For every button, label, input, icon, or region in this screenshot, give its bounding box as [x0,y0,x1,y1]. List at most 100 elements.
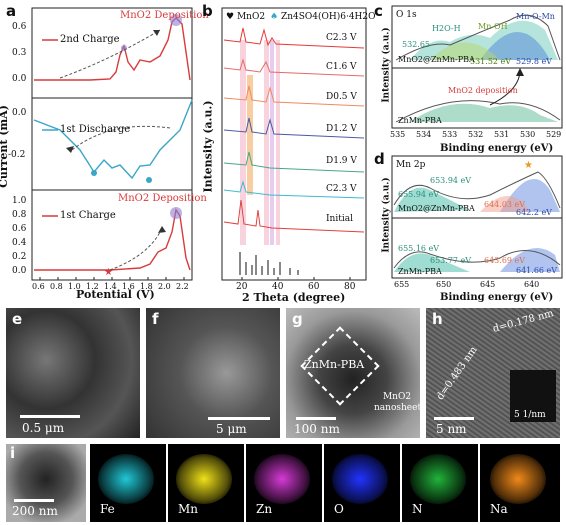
value-label: 655.94 eV [398,190,440,199]
element-distribution [176,454,232,504]
panel-d-xlabel: Binding energy (eV) [440,292,554,303]
map-label: Na [490,502,508,516]
svg-text:★: ★ [104,267,113,278]
element-distribution [490,454,546,504]
drop-icon: ♠ [270,12,279,22]
panel-a-bot-title: MnO2 Deposition [118,193,207,204]
element-distribution [332,454,388,504]
legend-zn-text: Zn4SO4(OH)6·4H2O [280,12,376,22]
scale-label: 200 nm [12,504,58,518]
panel-c-title: O 1s [396,10,417,20]
panel-c-xtick: 529 [546,130,562,139]
panel-b-xlabel: 2 Theta (degree) [242,291,346,304]
panel-c-xtick: 530 [520,130,536,139]
xrd-label: D0.5 V [326,92,357,102]
panel-a-top-title: MnO2 Deposition [120,10,209,21]
panel-b-xtick: 40 [272,282,284,292]
scale-bar [434,417,474,420]
panel-a-ytick: 0.6 [12,22,27,32]
element-distribution [410,454,466,504]
value-label: 653.94 eV [430,176,472,185]
map-label: Fe [100,502,115,516]
panel-d-xtick: 640 [524,280,540,289]
inset-scale-label: 5 1/nm [514,410,546,420]
panel-a-ytick: 0.8 [12,210,27,220]
panel-d-chart: ★ [391,155,563,279]
scale-bar [14,499,54,502]
panel-d-letter: d [374,150,385,168]
value-label: 655.16 eV [398,244,440,253]
map-label: N [412,502,423,516]
panel-c-ylabel: Intensity (a.u.) [381,27,392,103]
value-label: 643.69 eV [484,256,526,265]
arrow-note: MnO2 deposition [448,86,518,95]
panel-a-mid-legend: 1st Discharge [60,124,131,135]
element-distribution [254,454,310,504]
sample-label: ZnMn-PBA [398,116,442,125]
sem-image-e: e 0.5 μm [6,308,140,438]
value-label: 532.65 [402,40,430,49]
scale-label: 0.5 μm [22,421,65,435]
panel-a-xtick: 1.2 [86,282,99,291]
panel-c-xtick: 532 [468,130,484,139]
panel-c-xtick: 534 [416,130,432,139]
scale-bar [296,417,336,420]
panel-b-ylabel: Intensity (a.u.) [201,100,215,193]
panel-a-xtick: 1.0 [68,282,81,291]
panel-b-xtick: 80 [344,282,356,292]
arrow-label: MnO2 nanosheets [374,392,420,413]
xrd-label: C2.3 V [326,33,357,43]
box-label: ZnMn-PBA [304,358,365,371]
panel-a-top-legend: 2nd Charge [60,34,120,45]
panel-c-xlabel: Binding energy (eV) [440,143,554,154]
value-label: 529.8 eV [516,57,552,66]
sample-label: MnO2@ZnMn-PBA [398,204,475,213]
panel-b-chart [221,7,367,281]
panel-a-ytick: 0.3 [12,48,27,58]
scale-label: 5 μm [216,422,247,436]
peak-label: Mn-O-Mn [516,12,555,21]
hrtem-image-h: h d=0.178 nm d=0.483 nm 5 1/nm 5 nm [426,308,560,438]
value-label: 531.52 eV [470,57,512,66]
panel-d-title: Mn 2p [396,160,426,170]
panel-a-ylabel: Current (mA) [0,105,10,188]
svg-text:★: ★ [524,160,533,171]
panel-c-chart [391,5,563,129]
panel-a-xtick: 2.0 [158,282,171,291]
haadf-image: i 200 nm [6,444,86,522]
map-label: Zn [256,502,273,516]
eds-map-zn: Zn [246,444,322,522]
scale-bar [20,415,80,418]
panel-a-xtick: 1.4 [104,282,117,291]
eds-map-n: N [402,444,478,522]
panel-d-xtick: 645 [480,280,496,289]
panel-b-legend-mno2: ♥ MnO2 [226,12,266,22]
panel-f-letter: f [152,310,159,328]
panel-a-xtick: 0.6 [32,282,45,291]
scale-bar [208,417,270,420]
sample-label: MnO2@ZnMn-PBA [398,55,475,64]
element-distribution [98,454,154,504]
eds-map-mn: Mn [168,444,244,522]
panel-a-xtick: 2.2 [176,282,189,291]
d-spacing-label: d=0.483 nm [434,344,480,403]
panel-g-letter: g [292,310,303,328]
panel-a-letter: a [6,2,17,20]
panel-a-ytick: 1.0 [12,196,27,206]
panel-b-legend-zn: ♠ Zn4SO4(OH)6·4H2O [270,12,376,22]
sample-label: ZnMn-PBA [398,267,442,276]
panel-b-xtick: 60 [308,282,320,292]
fft-inset: 5 1/nm [510,370,556,422]
panel-a-bot-legend: 1st Charge [60,210,116,221]
scale-label: 5 nm [436,422,467,436]
panel-d-ylabel: Intensity (a.u.) [381,177,392,253]
xrd-label: D1.9 V [326,156,357,166]
panel-i-letter: i [10,444,16,462]
peak-label: Mn-OH [478,22,508,31]
peak-label: H2O-H [432,24,461,33]
map-label: Mn [178,502,199,516]
scale-label: 100 nm [294,422,340,436]
panel-a-ytick: 0.6 [12,224,27,234]
panel-a-ytick: 0.0 [12,266,27,276]
panel-e-letter: e [12,310,23,328]
